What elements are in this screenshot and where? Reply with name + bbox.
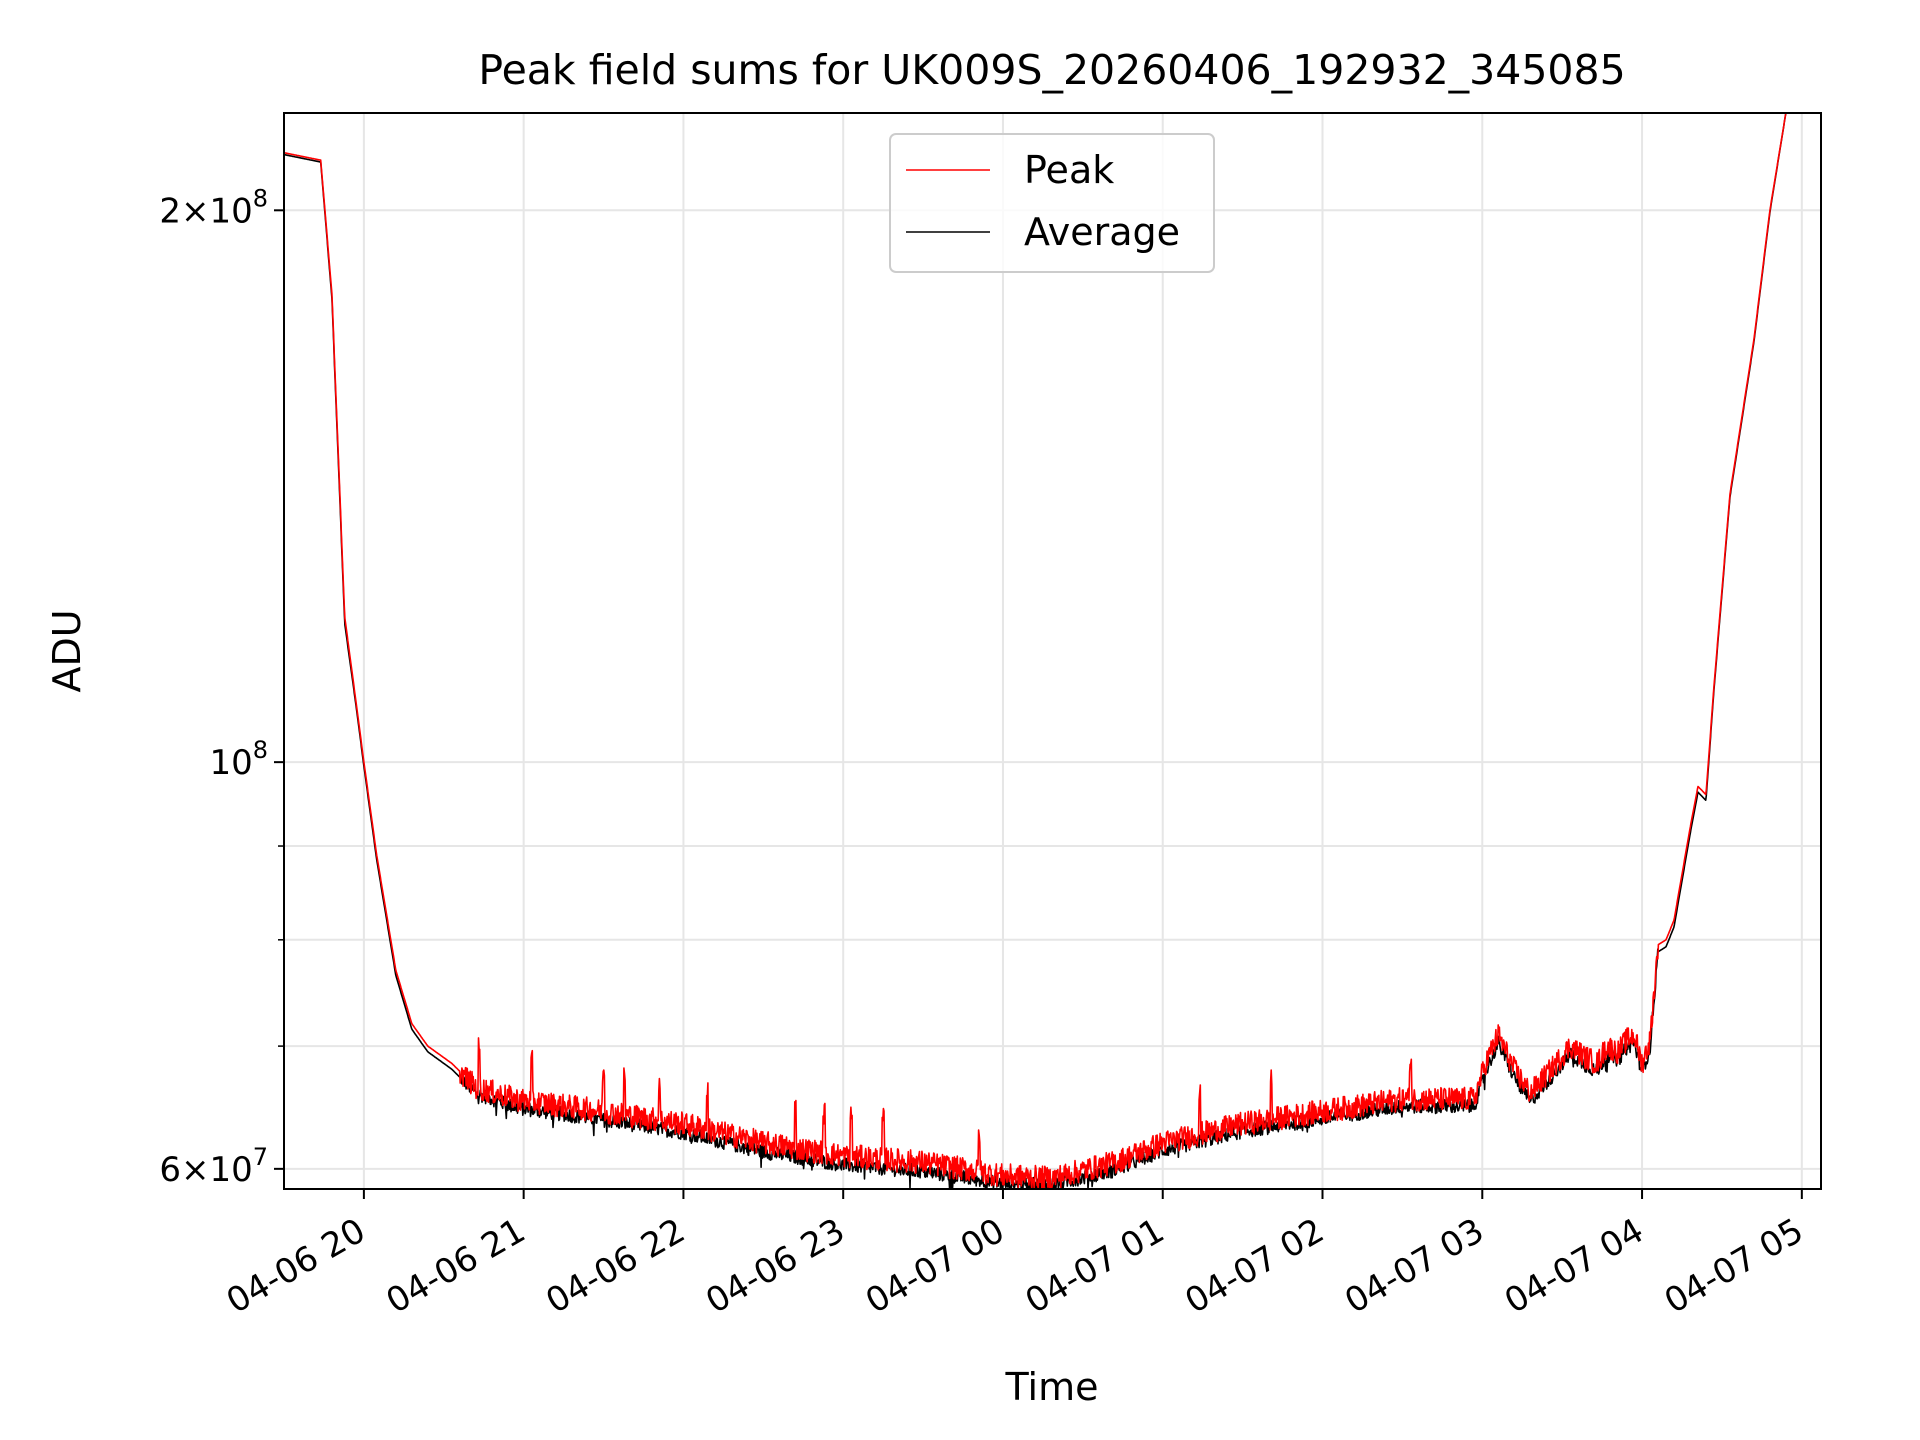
series-layer (283, 112, 1822, 1190)
tick-exponent: 8 (253, 184, 268, 212)
y-tick-label-1: 108 (209, 736, 268, 783)
x-axis-label: Time (1005, 1365, 1099, 1409)
tick-mantissa: 2× (159, 191, 209, 231)
y-tick-label-2: 2×108 (159, 184, 268, 231)
tick-mantissa: 10 (209, 191, 252, 231)
y-axis-label: ADU (45, 609, 89, 692)
y-tick-label-0: 6×107 (159, 1143, 268, 1190)
grid (284, 113, 1821, 1189)
tick-mantissa: 10 (209, 1150, 252, 1190)
series-line-peak (283, 112, 1822, 1190)
legend-average-label: Average (1024, 210, 1180, 254)
tick-exponent: 8 (253, 736, 268, 764)
chart-title: Peak field sums for UK009S_20260406_1929… (478, 46, 1625, 94)
tick-exponent: 7 (253, 1143, 268, 1171)
legend-peak-label: Peak (1024, 148, 1114, 192)
tick-mantissa: 6× (159, 1150, 209, 1190)
tick-mantissa: 10 (209, 743, 252, 783)
legend: Peak Average (889, 133, 1215, 273)
plot-frame (283, 112, 1822, 1190)
legend-box (889, 133, 1215, 273)
